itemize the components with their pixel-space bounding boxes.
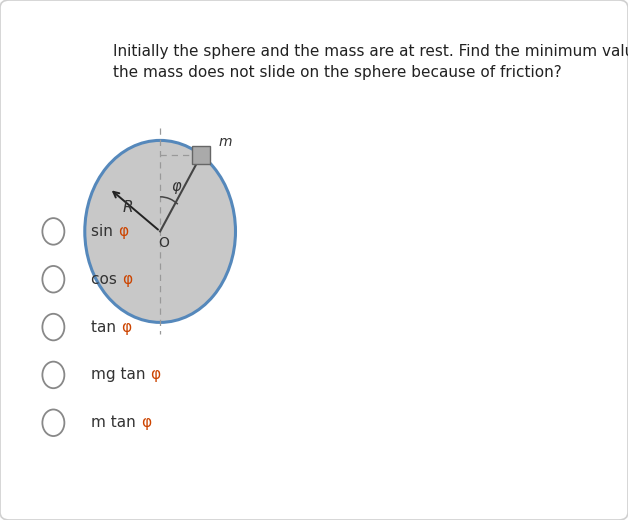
Text: φ: φ bbox=[118, 224, 128, 239]
Text: tan: tan bbox=[91, 320, 121, 334]
Text: R: R bbox=[122, 201, 133, 215]
Text: cos: cos bbox=[91, 272, 122, 287]
Ellipse shape bbox=[42, 314, 65, 341]
Text: φ: φ bbox=[151, 368, 161, 382]
FancyBboxPatch shape bbox=[192, 146, 210, 164]
Text: m tan: m tan bbox=[91, 415, 141, 430]
Text: mg tan: mg tan bbox=[91, 368, 151, 382]
Text: O: O bbox=[159, 237, 170, 251]
Text: φ: φ bbox=[141, 415, 151, 430]
Ellipse shape bbox=[42, 218, 65, 245]
Text: $\varphi$: $\varphi$ bbox=[171, 180, 182, 196]
Ellipse shape bbox=[42, 409, 65, 436]
Text: φ: φ bbox=[121, 320, 131, 334]
Ellipse shape bbox=[85, 140, 236, 322]
Text: m: m bbox=[218, 135, 232, 149]
Text: sin: sin bbox=[91, 224, 118, 239]
Text: Initially the sphere and the mass are at rest. Find the minimum value of μs so t: Initially the sphere and the mass are at… bbox=[113, 44, 628, 59]
Text: the mass does not slide on the sphere because of friction?: the mass does not slide on the sphere be… bbox=[113, 65, 562, 80]
Text: φ: φ bbox=[122, 272, 132, 287]
Ellipse shape bbox=[42, 266, 65, 293]
Ellipse shape bbox=[42, 361, 65, 388]
